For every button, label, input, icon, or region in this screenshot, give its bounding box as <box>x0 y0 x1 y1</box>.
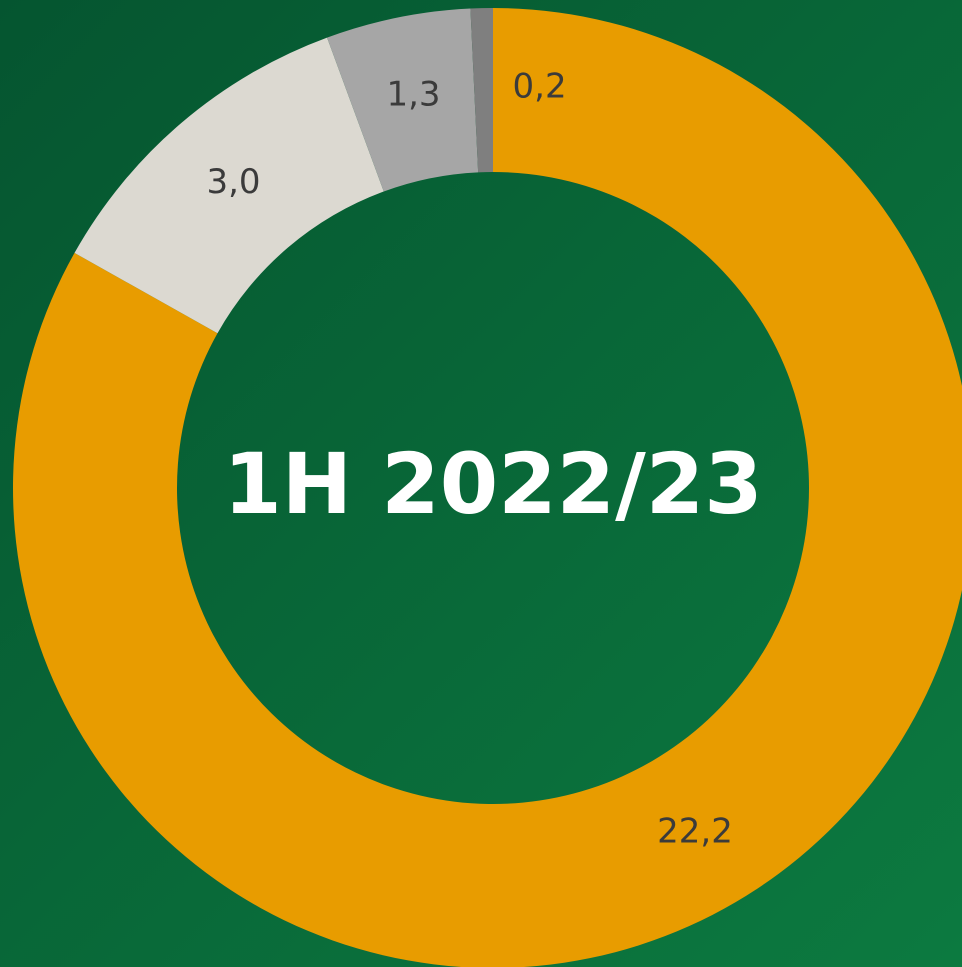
donut-slice <box>13 8 962 967</box>
donut-slice <box>327 8 479 192</box>
donut-slice <box>74 37 384 334</box>
chart-title: 1H 2022/23 <box>223 435 762 533</box>
data-label: 1,3 <box>386 74 440 114</box>
data-label: 0,2 <box>513 67 567 107</box>
data-label: 3,0 <box>206 162 260 202</box>
data-label: 22,2 <box>657 812 733 852</box>
donut-slice <box>470 8 493 173</box>
